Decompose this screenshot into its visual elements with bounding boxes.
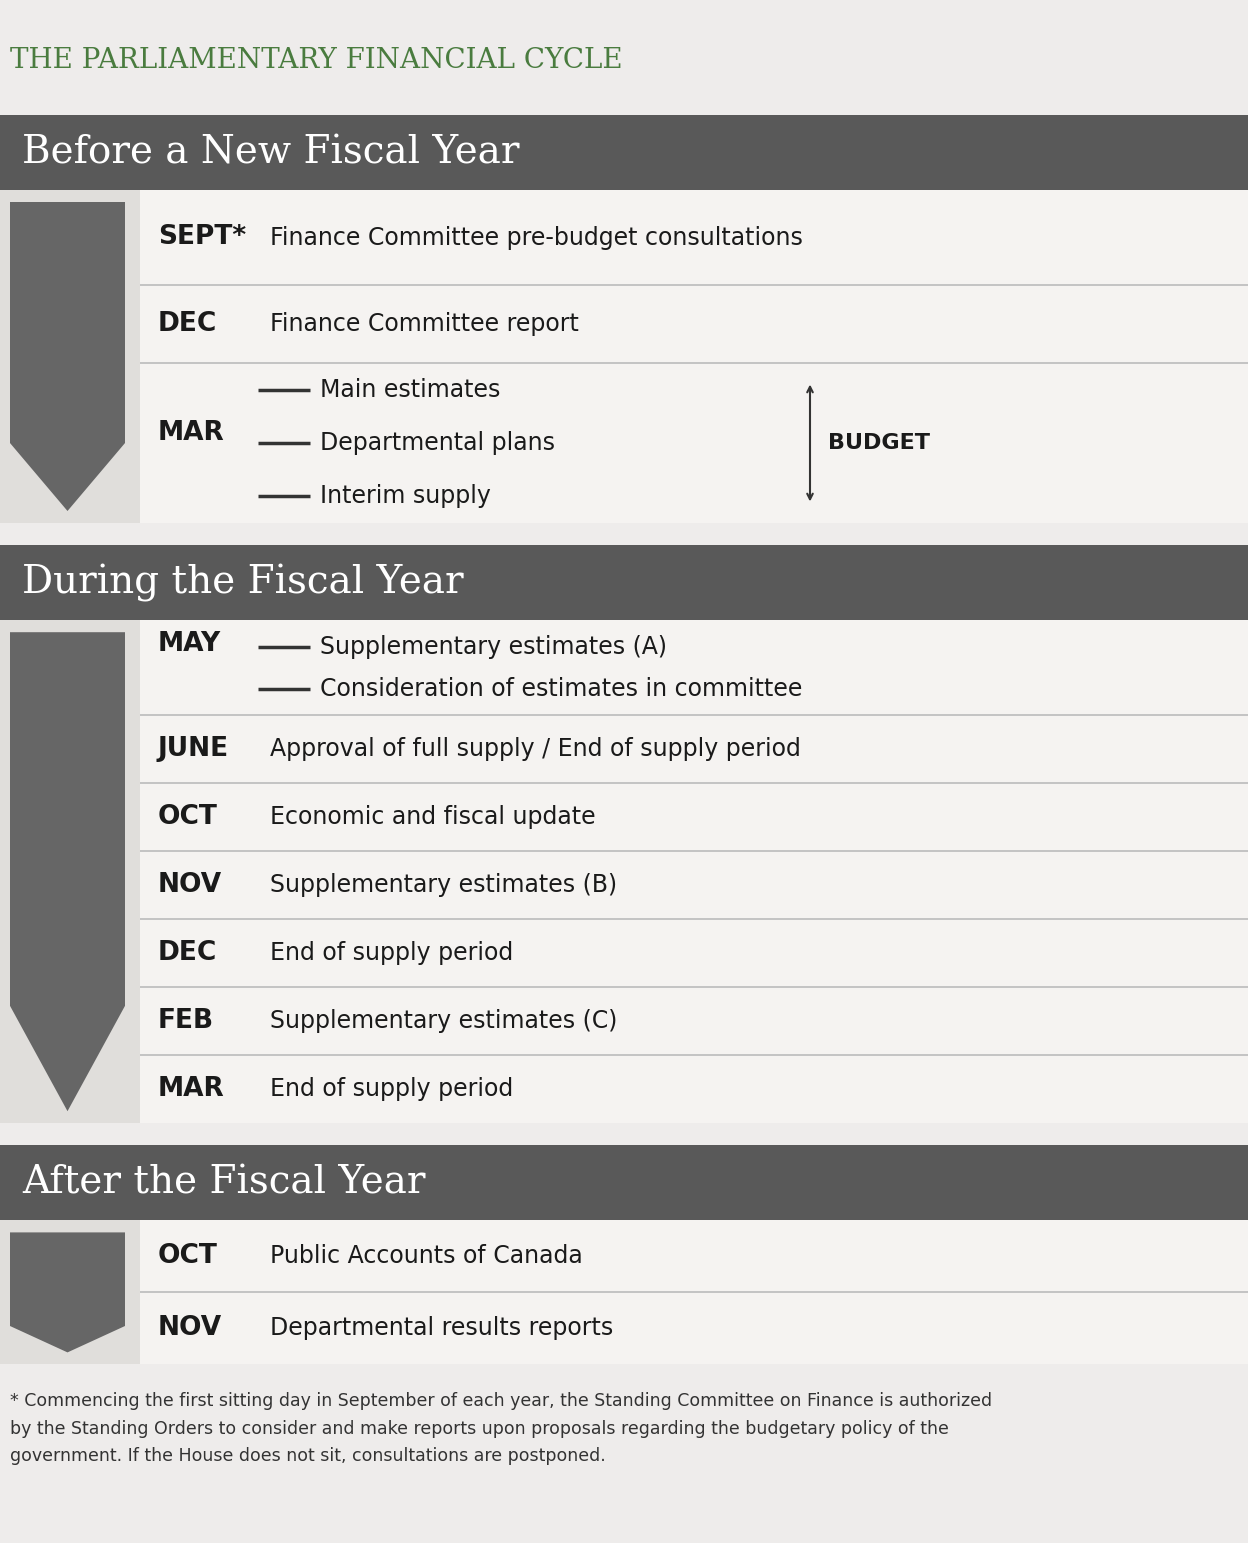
Text: During the Fiscal Year: During the Fiscal Year — [22, 563, 463, 602]
Polygon shape — [10, 202, 125, 511]
Text: Supplementary estimates (A): Supplementary estimates (A) — [319, 634, 666, 659]
Text: Public Accounts of Canada: Public Accounts of Canada — [270, 1244, 583, 1268]
Text: Interim supply: Interim supply — [319, 485, 490, 508]
Text: JUNE: JUNE — [158, 736, 230, 762]
Text: MAR: MAR — [158, 1075, 225, 1102]
Text: DEC: DEC — [158, 312, 217, 336]
Text: OCT: OCT — [158, 1244, 218, 1270]
Bar — [140, 784, 1248, 852]
Text: * Commencing the first sitting day in September of each year, the Standing Commi: * Commencing the first sitting day in Se… — [10, 1392, 992, 1464]
Text: Departmental plans: Departmental plans — [319, 430, 555, 455]
Text: Supplementary estimates (B): Supplementary estimates (B) — [270, 873, 617, 896]
Text: Approval of full supply / End of supply period: Approval of full supply / End of supply … — [270, 738, 801, 761]
Text: FEB: FEB — [158, 1008, 215, 1034]
Bar — [140, 285, 1248, 363]
Bar — [140, 1221, 1248, 1293]
Text: BUDGET: BUDGET — [827, 434, 930, 454]
Bar — [0, 190, 1248, 523]
Text: End of supply period: End of supply period — [270, 1077, 513, 1102]
Text: After the Fiscal Year: After the Fiscal Year — [22, 1165, 426, 1202]
Bar — [140, 363, 1248, 523]
Text: MAR: MAR — [158, 420, 225, 446]
Text: Departmental results reports: Departmental results reports — [270, 1316, 613, 1341]
Text: OCT: OCT — [158, 804, 218, 830]
Bar — [0, 116, 1248, 190]
Text: Main estimates: Main estimates — [319, 378, 500, 401]
Text: Supplementary estimates (C): Supplementary estimates (C) — [270, 1009, 618, 1034]
Bar — [140, 920, 1248, 988]
Bar — [0, 1145, 1248, 1221]
Polygon shape — [10, 633, 125, 1111]
Text: Finance Committee report: Finance Committee report — [270, 312, 579, 336]
Bar — [0, 1221, 1248, 1364]
Bar — [140, 1293, 1248, 1364]
Text: NOV: NOV — [158, 1315, 222, 1341]
Text: SEPT*: SEPT* — [158, 224, 246, 250]
Text: DEC: DEC — [158, 940, 217, 966]
Text: Consideration of estimates in committee: Consideration of estimates in committee — [319, 676, 802, 701]
Bar — [140, 620, 1248, 716]
Text: Finance Committee pre-budget consultations: Finance Committee pre-budget consultatio… — [270, 225, 802, 250]
Text: MAY: MAY — [158, 631, 221, 657]
Text: NOV: NOV — [158, 872, 222, 898]
Text: THE PARLIAMENTARY FINANCIAL CYCLE: THE PARLIAMENTARY FINANCIAL CYCLE — [10, 46, 623, 74]
Bar — [140, 1055, 1248, 1123]
Bar — [140, 190, 1248, 285]
Bar — [140, 716, 1248, 784]
Text: Economic and fiscal update: Economic and fiscal update — [270, 805, 595, 829]
Polygon shape — [10, 1233, 125, 1352]
Bar — [140, 988, 1248, 1055]
Text: Before a New Fiscal Year: Before a New Fiscal Year — [22, 134, 519, 171]
Bar — [0, 620, 1248, 1123]
Bar — [0, 545, 1248, 620]
Bar — [140, 852, 1248, 920]
Text: End of supply period: End of supply period — [270, 941, 513, 966]
